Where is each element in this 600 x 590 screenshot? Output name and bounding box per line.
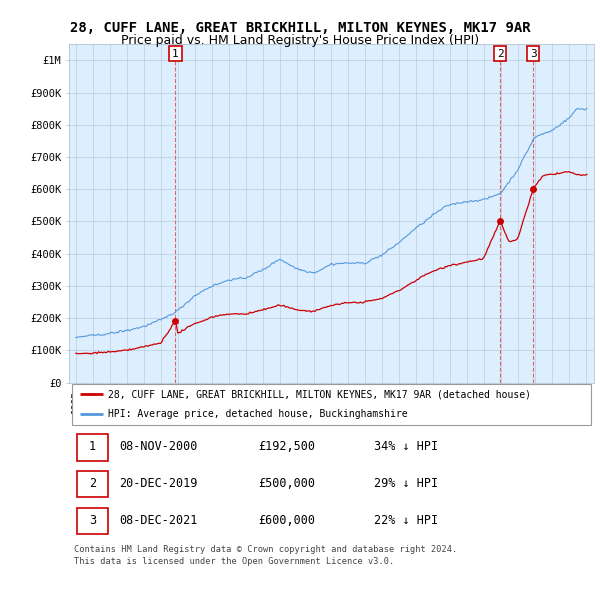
Text: £192,500: £192,500 [258, 440, 315, 454]
Text: 20-DEC-2019: 20-DEC-2019 [119, 477, 197, 490]
FancyBboxPatch shape [77, 471, 109, 497]
Text: £600,000: £600,000 [258, 514, 315, 527]
Text: £500,000: £500,000 [258, 477, 315, 490]
Text: 2: 2 [497, 49, 503, 59]
Text: 1: 1 [89, 440, 96, 454]
Text: 22% ↓ HPI: 22% ↓ HPI [373, 514, 437, 527]
Text: 08-DEC-2021: 08-DEC-2021 [119, 514, 197, 527]
FancyBboxPatch shape [77, 507, 109, 534]
Text: 28, CUFF LANE, GREAT BRICKHILL, MILTON KEYNES, MK17 9AR (detached house): 28, CUFF LANE, GREAT BRICKHILL, MILTON K… [109, 389, 532, 399]
Text: 29% ↓ HPI: 29% ↓ HPI [373, 477, 437, 490]
Text: 3: 3 [530, 49, 537, 59]
Text: 1: 1 [172, 49, 179, 59]
Text: HPI: Average price, detached house, Buckinghamshire: HPI: Average price, detached house, Buck… [109, 409, 408, 419]
FancyBboxPatch shape [77, 434, 109, 461]
Text: 28, CUFF LANE, GREAT BRICKHILL, MILTON KEYNES, MK17 9AR: 28, CUFF LANE, GREAT BRICKHILL, MILTON K… [70, 21, 530, 35]
Text: 2: 2 [89, 477, 96, 490]
Text: 34% ↓ HPI: 34% ↓ HPI [373, 440, 437, 454]
Text: 3: 3 [89, 514, 96, 527]
Text: Price paid vs. HM Land Registry's House Price Index (HPI): Price paid vs. HM Land Registry's House … [121, 34, 479, 47]
Text: Contains HM Land Registry data © Crown copyright and database right 2024.
This d: Contains HM Land Registry data © Crown c… [74, 545, 458, 566]
Text: 08-NOV-2000: 08-NOV-2000 [119, 440, 197, 454]
FancyBboxPatch shape [71, 385, 592, 425]
